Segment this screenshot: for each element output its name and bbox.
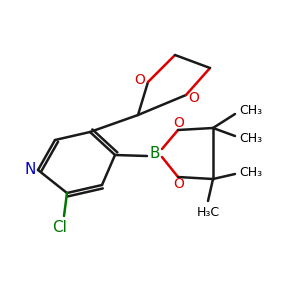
Text: O: O (189, 91, 200, 105)
Text: CH₃: CH₃ (239, 166, 262, 178)
Text: Cl: Cl (52, 220, 68, 236)
Text: O: O (135, 73, 146, 87)
Text: H₃C: H₃C (196, 206, 220, 220)
Text: CH₃: CH₃ (239, 131, 262, 145)
Text: N: N (24, 163, 36, 178)
Text: O: O (174, 116, 184, 130)
Text: CH₃: CH₃ (239, 104, 262, 118)
Text: O: O (174, 177, 184, 191)
Text: B: B (150, 146, 160, 160)
